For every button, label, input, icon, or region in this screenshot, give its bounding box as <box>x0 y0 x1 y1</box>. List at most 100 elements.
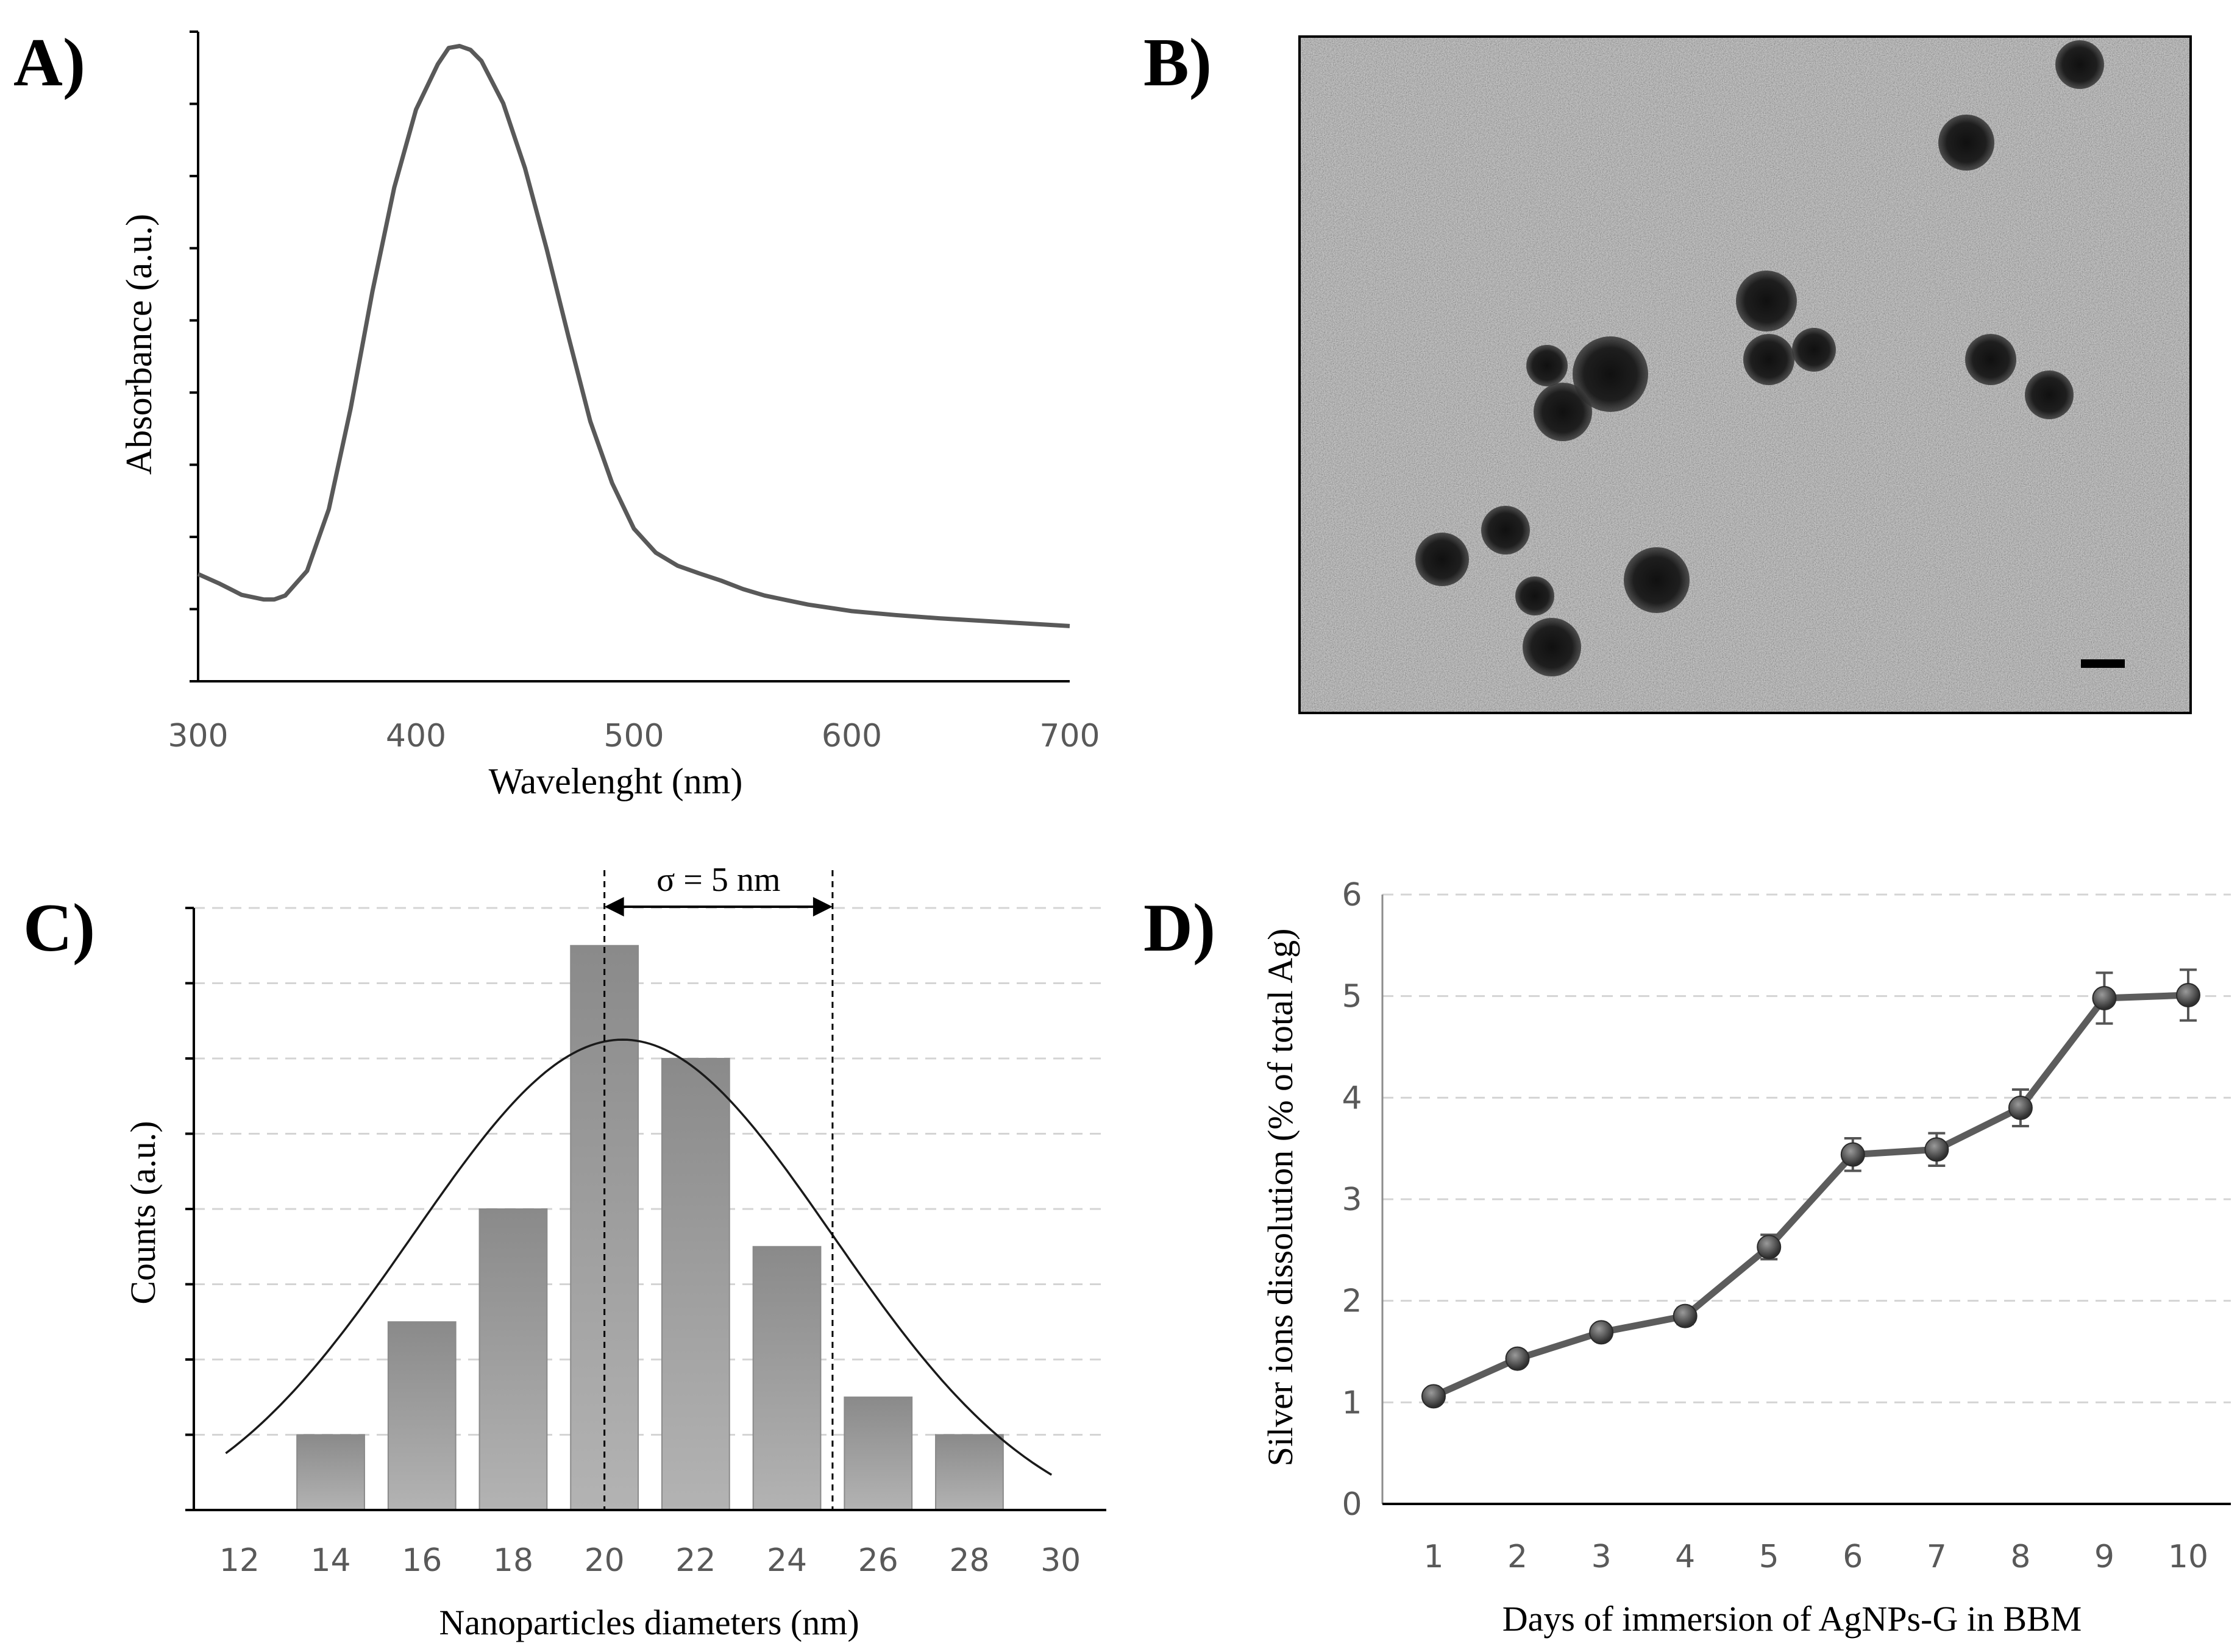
panel-c-axes <box>185 907 1106 1511</box>
panel-d-y-axis-label: Silver ions dissolution (% of total Ag) <box>1260 929 1300 1467</box>
nanoparticle <box>1523 618 1581 676</box>
histogram-bar <box>844 1396 913 1511</box>
nanoparticle <box>1743 334 1794 385</box>
data-point <box>1924 1137 1949 1162</box>
panel-a-x-tick-label: 700 <box>1039 718 1100 754</box>
scale-bar <box>2081 659 2125 668</box>
panel-a-x-tick-label: 600 <box>822 718 882 754</box>
nanoparticle <box>2025 370 2074 419</box>
panel-c-x-tick-label: 28 <box>949 1542 989 1579</box>
panel-d-x-axis-label: Days of immersion of AgNPs-G in BBM <box>1502 1599 2082 1639</box>
panel-d-x-tick-label: 4 <box>1675 1539 1695 1575</box>
data-point <box>2176 983 2200 1007</box>
panel-c-x-axis-label: Nanoparticles diameters (nm) <box>439 1603 859 1642</box>
nanoparticle <box>1526 345 1568 386</box>
panel-d-x-tick-label: 8 <box>2010 1539 2030 1575</box>
panel-c-x-tick-labels: 12 14 16 18 20 22 24 26 28 30 <box>219 1542 1081 1579</box>
panel-c-x-tick-label: 24 <box>767 1542 807 1579</box>
panel-d-x-tick-label: 9 <box>2094 1539 2114 1575</box>
tem-nanoparticles <box>1415 40 2104 676</box>
histogram-bar <box>570 945 639 1511</box>
panel-a-x-tick-labels: 300 400 500 600 700 <box>168 718 1100 754</box>
panel-a-label: A) <box>13 25 85 101</box>
data-point <box>1589 1320 1614 1345</box>
panel-a-y-ticks <box>190 30 198 682</box>
panel-a-x-tick-label: 400 <box>386 718 446 754</box>
panel-d-markers <box>1421 983 2200 1409</box>
panel-c-x-tick-label: 20 <box>585 1542 625 1579</box>
panel-d-y-tick-label: 1 <box>1342 1384 1362 1421</box>
tem-frame <box>1298 35 2192 714</box>
histogram-bar <box>387 1321 457 1511</box>
nanoparticle <box>1515 576 1554 615</box>
panel-d-x-tick-labels: 1 2 3 4 5 6 7 8 9 10 <box>1423 1539 2208 1575</box>
panel-c-x-tick-label: 16 <box>402 1542 442 1579</box>
panel-d-axes <box>1381 895 2231 1505</box>
panel-d-y-tick-label: 4 <box>1342 1080 1362 1116</box>
nanoparticle <box>1792 328 1836 372</box>
panel-c-gridlines <box>194 907 1106 1436</box>
panel-d-y-tick-label: 6 <box>1342 877 1362 913</box>
data-point <box>1673 1303 1698 1328</box>
nanoparticle <box>1415 533 1469 586</box>
panel-c-x-tick-label: 26 <box>858 1542 898 1579</box>
panel-d-error-bars <box>1425 968 2197 1403</box>
sigma-arrowhead-left <box>604 897 624 916</box>
gaussian-fit-curve <box>225 1038 1053 1476</box>
data-point <box>1840 1142 1865 1167</box>
data-point <box>2008 1096 2033 1120</box>
panel-a-axes <box>197 32 1070 682</box>
nanoparticle <box>1736 271 1797 331</box>
nanoparticle <box>1573 336 1648 412</box>
sigma-annotation: σ = 5 nm <box>603 861 834 1510</box>
panel-a-y-axis-label: Absorbance (a.u.) <box>119 214 159 475</box>
panel-d-y-tick-label: 3 <box>1342 1182 1362 1218</box>
histogram-bar <box>478 1208 548 1511</box>
panel-d-y-tick-label: 2 <box>1342 1283 1362 1320</box>
panel-c-y-axis-label: Counts (a.u.) <box>123 1121 163 1304</box>
absorbance-curve <box>197 44 1070 628</box>
nanoparticle <box>1481 506 1530 555</box>
data-point <box>1505 1346 1530 1371</box>
panel-d-x-tick-label: 10 <box>2168 1539 2208 1575</box>
histogram-bar <box>296 1434 365 1511</box>
panel-a-x-tick-label: 500 <box>603 718 664 754</box>
sigma-arrowhead-right <box>812 897 833 916</box>
nanoparticle <box>1938 115 1994 171</box>
dissolution-line <box>1432 991 2189 1400</box>
nanoparticle <box>1624 547 1690 613</box>
panel-a-spectrum: A) 300 400 500 600 700 Wavelenght (nm) Absor… <box>13 25 1100 801</box>
histogram-bar <box>935 1434 1004 1511</box>
panel-c-x-tick-label: 30 <box>1040 1542 1081 1579</box>
panel-a-x-axis-label: Wavelenght (nm) <box>489 761 743 801</box>
panel-d-x-tick-label: 5 <box>1759 1539 1779 1575</box>
panel-c-x-tick-label: 22 <box>675 1542 716 1579</box>
panel-d-x-tick-label: 6 <box>1843 1539 1863 1575</box>
nanoparticle <box>1534 383 1592 441</box>
panel-c-histogram: C) σ = 5 nm 12 14 16 18 20 22 24 26 28 30 Nanopar… <box>23 861 1106 1642</box>
data-point <box>2092 986 2117 1010</box>
panel-b-tem-image: B) <box>1143 25 2192 714</box>
panel-d-y-tick-label: 5 <box>1342 979 1362 1015</box>
panel-d-x-tick-label: 3 <box>1591 1539 1612 1575</box>
panel-b-label: B) <box>1143 25 1212 101</box>
panel-a-x-tick-label: 300 <box>168 718 228 754</box>
nanoparticle <box>2055 40 2104 89</box>
nanoparticle <box>1965 334 2016 385</box>
panel-c-x-tick-label: 12 <box>219 1542 260 1579</box>
panel-d-label: D) <box>1143 890 1215 966</box>
panel-d-x-tick-label: 2 <box>1507 1539 1527 1575</box>
panel-c-label: C) <box>23 890 95 966</box>
panel-c-x-tick-label: 18 <box>493 1542 533 1579</box>
data-point <box>1421 1384 1446 1409</box>
sigma-label: σ = 5 nm <box>656 861 780 899</box>
panel-c-x-tick-label: 14 <box>310 1542 350 1579</box>
panel-d-y-tick-labels: 0 1 2 3 4 5 6 <box>1342 877 1362 1523</box>
panel-d-dissolution: D) 0 1 2 3 4 5 6 1 2 3 4 5 6 7 8 9 10 Days of immersion… <box>1143 877 2231 1639</box>
data-point <box>1757 1235 1782 1260</box>
panel-c-bars <box>296 945 1004 1511</box>
panel-d-x-tick-label: 1 <box>1423 1539 1443 1575</box>
panel-d-gridlines <box>1382 893 2231 1403</box>
panel-d-x-tick-label: 7 <box>1927 1539 1947 1575</box>
